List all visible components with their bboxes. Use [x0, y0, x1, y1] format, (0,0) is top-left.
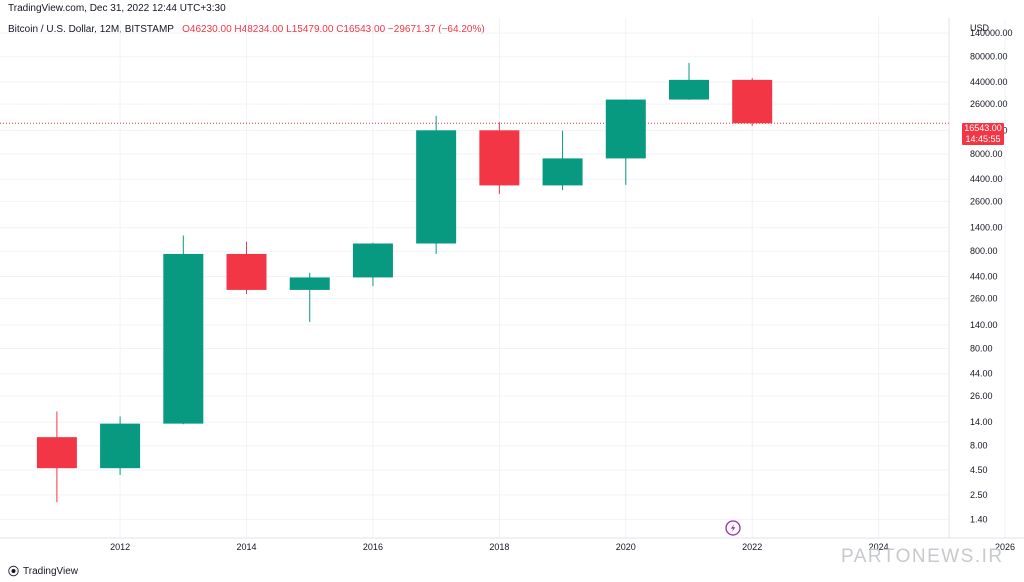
candle-body	[36, 437, 77, 469]
candle-body	[668, 79, 709, 100]
y-tick-label: 800.00	[970, 246, 998, 256]
y-tick-label: 14.00	[970, 417, 993, 427]
y-tick-label: 44.00	[970, 369, 993, 379]
y-tick-label: 1.40	[970, 514, 988, 524]
x-tick-label: 2026	[995, 542, 1015, 552]
y-tick-label: 8.00	[970, 441, 988, 451]
y-tick-label: 26.00	[970, 391, 993, 401]
price-axis[interactable]: 140000.0080000.0044000.0026000.0014000.0…	[970, 28, 1013, 524]
y-tick-label: 26000.00	[970, 99, 1008, 109]
x-tick-label: 2012	[110, 542, 130, 552]
x-tick-label: 2020	[616, 542, 636, 552]
watermark: PARTONEWS.IR	[841, 546, 1004, 567]
symbol-legend: Bitcoin / U.S. Dollar, 12M, BITSTAMP O46…	[8, 24, 485, 35]
candle-body	[732, 79, 773, 124]
footer-brand[interactable]: ⦿ TradingView	[8, 563, 78, 579]
candles[interactable]	[36, 62, 773, 503]
y-tick-label: 44000.00	[970, 77, 1008, 87]
y-tick-label: 4.50	[970, 465, 988, 475]
symbol-name[interactable]: Bitcoin / U.S. Dollar, 12M, BITSTAMP	[8, 24, 174, 35]
y-tick-label: 260.00	[970, 294, 998, 304]
y-tick-label: 4400.00	[970, 174, 1003, 184]
brand-name: TradingView	[23, 565, 79, 577]
x-tick-label: 2018	[489, 542, 509, 552]
x-tick-label: 2016	[363, 542, 383, 552]
y-tick-label: 440.00	[970, 271, 998, 281]
candle-body	[289, 277, 330, 290]
y-tick-label: 80000.00	[970, 52, 1008, 62]
candle-body	[163, 253, 204, 424]
x-tick-label: 2022	[742, 542, 762, 552]
x-tick-label: 2014	[237, 542, 257, 552]
y-tick-label: 2600.00	[970, 196, 1003, 206]
time-axis[interactable]: 2012 2014 2016 2018 2020 2022 2024 2026	[110, 542, 1015, 552]
horizontal-gridlines	[0, 32, 949, 520]
last-price-tag: 16543.00 14:45:55	[962, 123, 1004, 145]
header-info: TradingView.com, Dec 31, 2022 12:44 UTC+…	[8, 3, 226, 14]
y-tick-label: 1400.00	[970, 223, 1003, 233]
last-price-value: 16543.00	[964, 123, 1002, 133]
tradingview-logo-icon: ⦿	[8, 566, 19, 578]
candle-body	[226, 253, 267, 290]
currency-label: USD	[970, 23, 990, 33]
legend-close: C16543.00	[336, 24, 386, 35]
legend-low: L15479.00	[286, 24, 334, 35]
legend-open: O46230.00	[182, 24, 232, 35]
y-tick-label: 2.50	[970, 490, 988, 500]
y-tick-label: 80.00	[970, 343, 993, 353]
candle-body	[542, 158, 583, 186]
y-tick-label: 140.00	[970, 320, 998, 330]
candle-body	[479, 130, 520, 186]
lightning-icon[interactable]	[725, 520, 741, 536]
candle-body	[416, 130, 457, 244]
candle-body	[605, 99, 646, 159]
legend-change: −29671.37 (−64.20%)	[387, 24, 485, 35]
y-tick-label: 140000.00	[970, 28, 1013, 38]
bar-countdown: 14:45:55	[965, 134, 1001, 144]
candle-body	[100, 423, 141, 469]
x-tick-label: 2024	[869, 542, 889, 552]
legend-high: H48234.00	[234, 24, 284, 35]
y-tick-label: 8000.00	[970, 149, 1003, 159]
candle-body	[352, 243, 393, 278]
